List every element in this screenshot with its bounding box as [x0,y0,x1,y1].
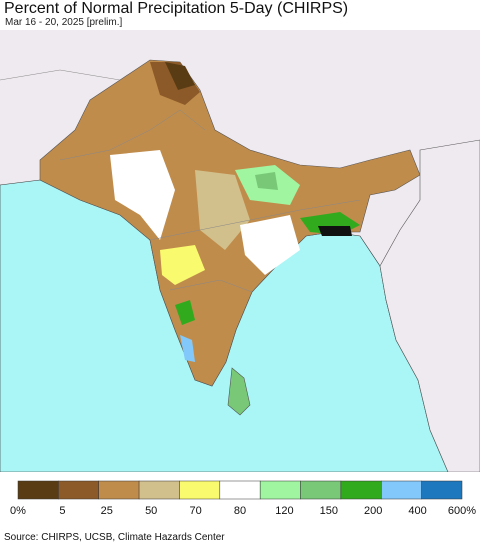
region-normal-east [240,215,300,275]
east-land [379,139,480,473]
region-near-normal [160,245,205,285]
legend-swatch [300,480,342,500]
sri-lanka [227,367,251,416]
legend-label: 0% [10,505,26,517]
region-moderate [195,170,250,250]
legend-swatch [381,480,422,500]
source: Source: CHIRPS, UCSB, Climate Hazards Ce… [4,532,225,543]
header-background [0,0,480,30]
legend-swatch [179,480,221,500]
legend-label: 600% [448,505,476,517]
legend-swatch [421,480,463,500]
title: Percent of Normal Precipitation 5-Day (C… [4,0,348,17]
legend-label: 120 [275,505,293,517]
legend-swatch [17,480,59,500]
region-extreme-dry [165,62,195,90]
legend-swatch [138,480,180,500]
legend-swatch [98,480,140,500]
legend-label: 50 [145,505,157,517]
legend: 0% 5 25 50 70 80 120 150 200 400 600% [10,480,476,517]
legend-label: 5 [59,505,65,517]
region-normal [110,150,175,240]
region-wetter [255,172,278,190]
region-kerala [180,335,195,362]
region-ghats [175,300,195,325]
map [0,30,480,473]
legend-label: 150 [320,505,338,517]
region-delta [318,226,352,236]
legend-swatch [58,480,99,500]
subtitle: Mar 16 - 20, 2025 [prelim.] [5,17,122,28]
legend-label: 400 [408,505,426,517]
legend-swatch [219,480,261,500]
legend-label: 25 [101,505,113,517]
legend-swatch [259,480,301,500]
legend-label: 200 [364,505,382,517]
legend-swatch [340,480,382,500]
legend-label: 80 [234,505,246,517]
legend-label: 70 [189,505,201,517]
borders [0,69,361,293]
